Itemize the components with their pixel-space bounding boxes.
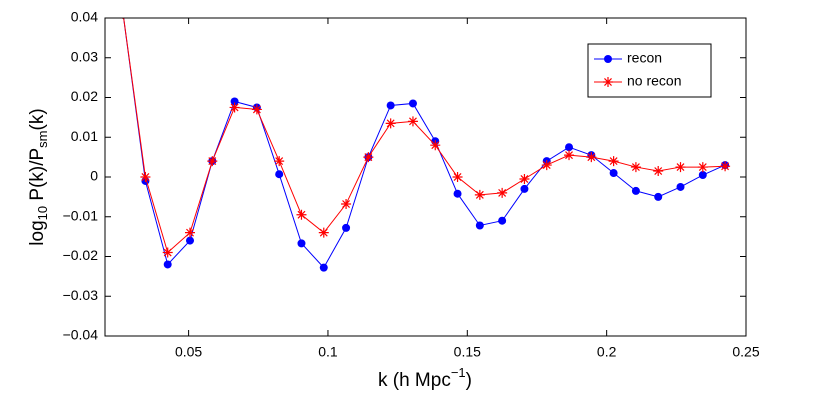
dot-marker — [230, 97, 239, 106]
dot-marker — [604, 55, 612, 63]
star-marker — [407, 116, 418, 127]
dot-marker — [654, 192, 663, 201]
star-marker — [385, 118, 396, 129]
star-marker — [162, 247, 173, 258]
star-marker — [251, 104, 262, 115]
dot-marker — [408, 99, 417, 108]
dot-marker — [520, 184, 529, 193]
y-tick-label: 0.04 — [71, 9, 98, 25]
star-marker — [564, 150, 575, 161]
legend-label: recon — [627, 50, 662, 66]
star-marker — [519, 173, 530, 184]
y-label-part: (k) — [27, 108, 48, 130]
dot-marker — [631, 186, 640, 195]
star-marker — [318, 227, 329, 238]
x-tick-label: 0.05 — [175, 344, 202, 360]
x-label-part: ) — [466, 370, 472, 391]
star-marker — [185, 227, 196, 238]
x-label-sup: −1 — [451, 365, 466, 380]
x-tick-label: 0.2 — [597, 344, 617, 360]
dot-marker — [698, 171, 707, 180]
series-line — [123, 18, 726, 269]
star-marker — [363, 152, 374, 163]
y-tick-label: −0.01 — [63, 207, 99, 223]
y-tick-label: −0.02 — [63, 247, 99, 263]
y-label-part: log — [27, 220, 48, 245]
star-marker — [586, 152, 597, 163]
x-tick-label: 0.1 — [318, 344, 338, 360]
x-tick-label: 0.25 — [732, 344, 759, 360]
star-marker — [653, 166, 664, 177]
plot-area — [122, 18, 731, 272]
legend-label: no recon — [627, 73, 681, 89]
dot-marker — [163, 260, 172, 269]
star-marker — [603, 77, 613, 87]
dot-marker — [676, 182, 685, 191]
star-marker — [541, 160, 552, 171]
dot-marker — [319, 263, 328, 272]
dot-marker — [565, 143, 574, 152]
star-marker — [229, 102, 240, 113]
y-tick-label: 0 — [90, 168, 98, 184]
y-tick-label: −0.04 — [63, 327, 99, 343]
dot-marker — [475, 221, 484, 230]
x-label-part: k (h Mpc — [378, 370, 451, 391]
x-axis-label: k (h Mpc−1) — [378, 365, 472, 391]
y-tick-label: 0.01 — [71, 128, 98, 144]
legend-box — [587, 43, 712, 98]
star-marker — [474, 189, 485, 200]
star-marker — [140, 172, 151, 182]
dot-marker — [386, 101, 395, 110]
series-line — [123, 18, 726, 254]
dot-marker — [342, 223, 351, 232]
star-marker — [430, 140, 441, 151]
star-marker — [452, 172, 463, 182]
dot-marker — [453, 189, 462, 198]
star-marker — [720, 161, 731, 172]
y-label-sub: sm — [35, 130, 50, 147]
plot-frame — [104, 17, 747, 337]
y-tick-label: −0.03 — [63, 287, 99, 303]
dot-marker — [275, 170, 284, 179]
x-tick-label: 0.15 — [454, 344, 481, 360]
y-label-part: P(k)/P — [27, 148, 48, 206]
dot-marker — [498, 216, 507, 225]
star-marker — [630, 162, 641, 173]
dot-marker — [297, 239, 306, 248]
star-marker — [608, 156, 619, 167]
y-tick-label: 0.02 — [71, 88, 98, 104]
star-marker — [497, 187, 508, 198]
star-marker — [675, 162, 686, 173]
star-marker — [296, 209, 307, 220]
y-label-sub: 10 — [35, 206, 50, 220]
star-marker — [274, 156, 285, 167]
star-marker — [697, 162, 708, 173]
star-marker — [207, 156, 218, 167]
dot-marker — [186, 236, 195, 245]
y-tick-label: 0.03 — [71, 48, 98, 64]
star-marker — [341, 199, 352, 210]
y-axis-label: log10 P(k)/Psm(k) — [27, 108, 50, 245]
dot-marker — [609, 169, 618, 178]
